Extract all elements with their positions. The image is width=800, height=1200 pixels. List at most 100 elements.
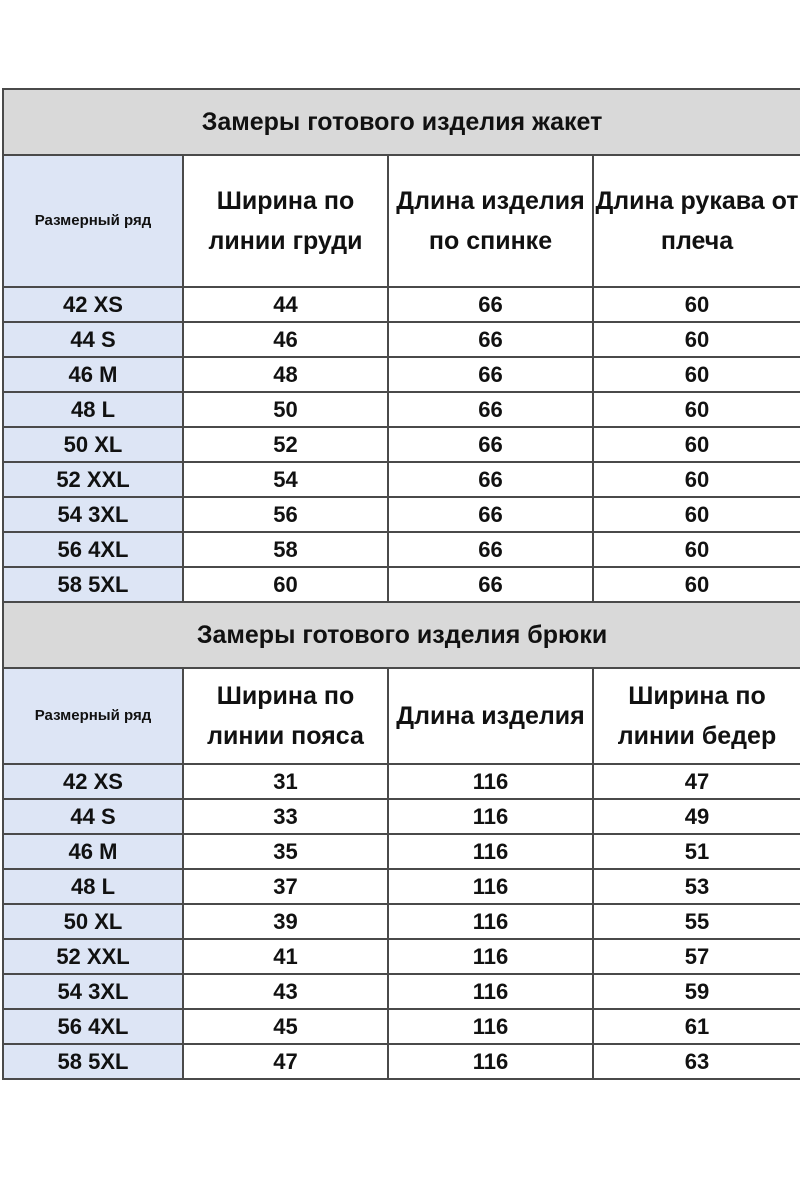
jacket-col1-cell: 46 xyxy=(182,321,389,358)
size-table-body: Замеры готового изделия жакет Размерный … xyxy=(1,88,800,1080)
jacket-table-title: Замеры готового изделия жакет xyxy=(1,88,800,156)
pants-size-cell: 42 XS xyxy=(2,763,184,800)
jacket-col2-cell: 66 xyxy=(387,356,594,393)
pants-size-cell: 46 M xyxy=(2,833,184,870)
pants-col1-cell: 33 xyxy=(182,798,389,835)
pants-size-cell: 54 3XL xyxy=(2,973,184,1010)
pants-col2-cell: 116 xyxy=(387,868,594,905)
jacket-header-row: Размерный ряд Ширина по линии груди Длин… xyxy=(2,154,800,288)
pants-header-hip-width: Ширина по линии бедер xyxy=(591,667,800,765)
jacket-table-row: 42 XS 44 66 60 xyxy=(2,286,800,323)
jacket-col3-cell: 60 xyxy=(591,321,800,358)
jacket-col3-cell: 60 xyxy=(591,286,800,323)
jacket-col2-cell: 66 xyxy=(387,286,594,323)
pants-header-size: Размерный ряд xyxy=(2,667,184,765)
pants-col3-cell: 51 xyxy=(591,833,800,870)
jacket-header-chest-width: Ширина по линии груди xyxy=(182,154,389,288)
jacket-table-row: 48 L 50 66 60 xyxy=(2,391,800,428)
pants-col3-cell: 53 xyxy=(591,868,800,905)
pants-table-row: 52 XXL 41 116 57 xyxy=(2,938,800,975)
jacket-col1-cell: 60 xyxy=(182,566,389,603)
pants-size-cell: 56 4XL xyxy=(2,1008,184,1045)
jacket-col1-cell: 58 xyxy=(182,531,389,568)
pants-size-cell: 58 5XL xyxy=(2,1043,184,1080)
jacket-header-sleeve-length: Длина рукава от плеча xyxy=(591,154,800,288)
pants-col2-cell: 116 xyxy=(387,938,594,975)
jacket-table-row: 44 S 46 66 60 xyxy=(2,321,800,358)
jacket-col2-cell: 66 xyxy=(387,566,594,603)
jacket-col2-cell: 66 xyxy=(387,321,594,358)
jacket-col1-cell: 50 xyxy=(182,391,389,428)
pants-table-row: 58 5XL 47 116 63 xyxy=(2,1043,800,1080)
pants-col2-cell: 116 xyxy=(387,763,594,800)
jacket-size-cell: 44 S xyxy=(2,321,184,358)
pants-col2-cell: 116 xyxy=(387,1008,594,1045)
jacket-col1-cell: 54 xyxy=(182,461,389,498)
jacket-size-cell: 48 L xyxy=(2,391,184,428)
pants-col3-cell: 57 xyxy=(591,938,800,975)
pants-col1-cell: 31 xyxy=(182,763,389,800)
pants-col3-cell: 61 xyxy=(591,1008,800,1045)
pants-header-row: Размерный ряд Ширина по линии пояса Длин… xyxy=(2,667,800,765)
size-chart: Замеры готового изделия жакет Размерный … xyxy=(1,88,800,1080)
pants-col1-cell: 45 xyxy=(182,1008,389,1045)
jacket-title-row: Замеры готового изделия жакет xyxy=(1,88,800,156)
jacket-header-back-length: Длина изделия по спинке xyxy=(387,154,594,288)
jacket-col3-cell: 60 xyxy=(591,391,800,428)
pants-col3-cell: 59 xyxy=(591,973,800,1010)
pants-col1-cell: 41 xyxy=(182,938,389,975)
jacket-col3-cell: 60 xyxy=(591,566,800,603)
pants-col2-cell: 116 xyxy=(387,798,594,835)
pants-col3-cell: 47 xyxy=(591,763,800,800)
jacket-col3-cell: 60 xyxy=(591,496,800,533)
pants-col2-cell: 116 xyxy=(387,1043,594,1080)
pants-table-row: 48 L 37 116 53 xyxy=(2,868,800,905)
jacket-col3-cell: 60 xyxy=(591,426,800,463)
pants-col1-cell: 47 xyxy=(182,1043,389,1080)
jacket-col2-cell: 66 xyxy=(387,461,594,498)
jacket-size-cell: 54 3XL xyxy=(2,496,184,533)
pants-col3-cell: 55 xyxy=(591,903,800,940)
jacket-size-cell: 52 XXL xyxy=(2,461,184,498)
pants-title-row: Замеры готового изделия брюки xyxy=(1,601,800,669)
pants-col2-cell: 116 xyxy=(387,903,594,940)
jacket-col2-cell: 66 xyxy=(387,391,594,428)
pants-table-row: 50 XL 39 116 55 xyxy=(2,903,800,940)
jacket-col3-cell: 60 xyxy=(591,461,800,498)
jacket-col2-cell: 66 xyxy=(387,426,594,463)
pants-col2-cell: 116 xyxy=(387,833,594,870)
pants-col1-cell: 37 xyxy=(182,868,389,905)
jacket-size-cell: 58 5XL xyxy=(2,566,184,603)
jacket-header-size: Размерный ряд xyxy=(2,154,184,288)
pants-table-row: 56 4XL 45 116 61 xyxy=(2,1008,800,1045)
jacket-col2-cell: 66 xyxy=(387,531,594,568)
jacket-col1-cell: 56 xyxy=(182,496,389,533)
pants-table-title: Замеры готового изделия брюки xyxy=(1,601,800,669)
pants-size-cell: 44 S xyxy=(2,798,184,835)
pants-header-waist-width: Ширина по линии пояса xyxy=(182,667,389,765)
pants-header-length: Длина изделия xyxy=(387,667,594,765)
jacket-size-cell: 50 XL xyxy=(2,426,184,463)
jacket-table-row: 50 XL 52 66 60 xyxy=(2,426,800,463)
jacket-size-cell: 56 4XL xyxy=(2,531,184,568)
jacket-col1-cell: 44 xyxy=(182,286,389,323)
jacket-table-row: 52 XXL 54 66 60 xyxy=(2,461,800,498)
pants-col3-cell: 49 xyxy=(591,798,800,835)
pants-col3-cell: 63 xyxy=(591,1043,800,1080)
jacket-size-cell: 46 M xyxy=(2,356,184,393)
pants-size-cell: 52 XXL xyxy=(2,938,184,975)
pants-table-row: 46 M 35 116 51 xyxy=(2,833,800,870)
jacket-col2-cell: 66 xyxy=(387,496,594,533)
jacket-col1-cell: 52 xyxy=(182,426,389,463)
pants-table-row: 44 S 33 116 49 xyxy=(2,798,800,835)
jacket-col1-cell: 48 xyxy=(182,356,389,393)
jacket-table-row: 56 4XL 58 66 60 xyxy=(2,531,800,568)
pants-table-row: 42 XS 31 116 47 xyxy=(2,763,800,800)
pants-size-cell: 50 XL xyxy=(2,903,184,940)
jacket-table-row: 58 5XL 60 66 60 xyxy=(2,566,800,603)
pants-col1-cell: 39 xyxy=(182,903,389,940)
jacket-col3-cell: 60 xyxy=(591,356,800,393)
pants-size-cell: 48 L xyxy=(2,868,184,905)
jacket-size-cell: 42 XS xyxy=(2,286,184,323)
size-table: Замеры готового изделия жакет Размерный … xyxy=(1,88,800,1080)
